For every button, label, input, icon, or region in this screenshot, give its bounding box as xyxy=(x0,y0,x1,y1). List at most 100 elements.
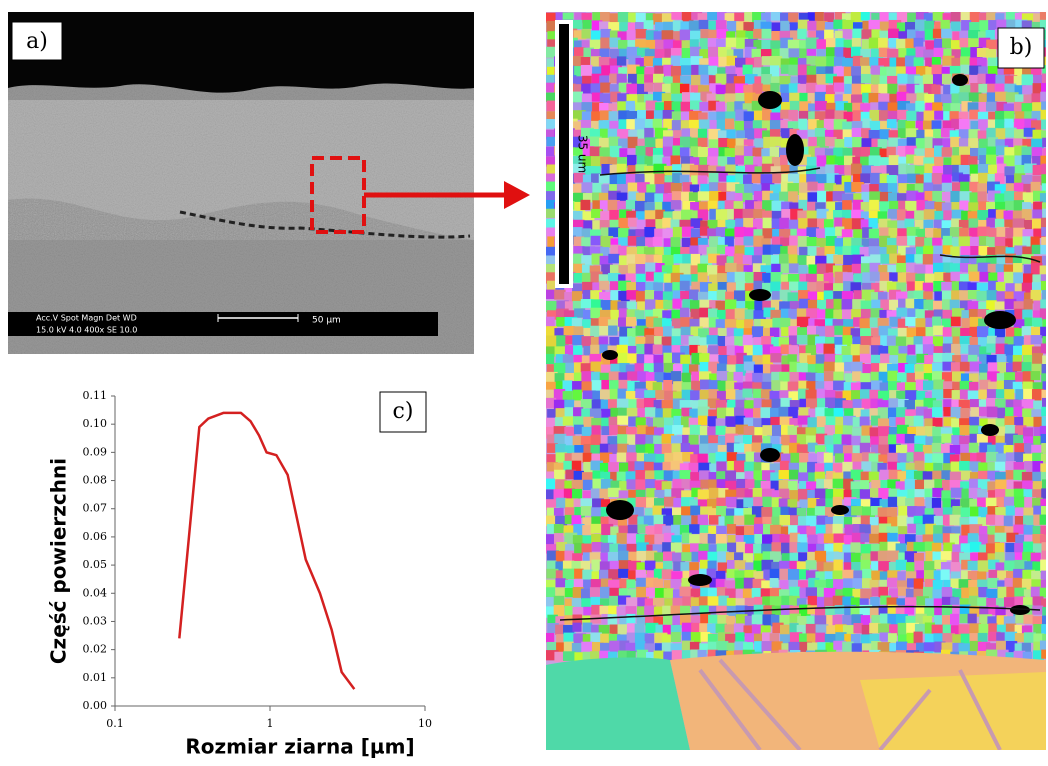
grain xyxy=(932,173,943,184)
grain xyxy=(879,12,889,22)
grain xyxy=(1004,516,1013,527)
grain xyxy=(860,417,870,427)
grain xyxy=(709,57,719,67)
grain xyxy=(797,29,806,39)
grain xyxy=(878,551,887,561)
grain xyxy=(833,479,844,489)
grain xyxy=(547,101,556,112)
grain xyxy=(815,633,825,644)
grain xyxy=(618,389,627,399)
grain xyxy=(546,534,556,544)
grain xyxy=(582,20,591,29)
grain xyxy=(545,354,554,364)
grain xyxy=(807,202,816,211)
grain xyxy=(1024,299,1033,311)
grain xyxy=(645,479,655,488)
grain xyxy=(959,119,969,131)
grain xyxy=(887,578,897,588)
grain xyxy=(842,335,852,346)
grain xyxy=(898,526,907,535)
grain xyxy=(681,479,690,489)
grain xyxy=(915,506,925,516)
grain xyxy=(663,119,673,129)
grain xyxy=(1040,588,1048,598)
grain xyxy=(806,560,817,569)
grain xyxy=(680,30,691,41)
grain xyxy=(636,570,646,579)
grain xyxy=(617,353,628,364)
grain xyxy=(951,40,961,50)
grain xyxy=(690,425,701,435)
grain xyxy=(1004,389,1014,399)
grain xyxy=(600,83,610,93)
grain xyxy=(880,354,890,364)
grain xyxy=(995,237,1007,247)
grain xyxy=(898,587,907,596)
grain xyxy=(627,353,637,363)
grain xyxy=(932,407,942,417)
grain xyxy=(950,515,961,526)
grain xyxy=(932,625,944,634)
grain xyxy=(627,533,637,545)
grain xyxy=(599,147,610,156)
grain xyxy=(635,479,645,490)
grain xyxy=(726,616,735,626)
grain xyxy=(808,218,818,228)
grain xyxy=(1023,615,1033,624)
grain xyxy=(635,470,645,480)
grain xyxy=(851,344,861,356)
grain xyxy=(1040,641,1048,652)
grain xyxy=(950,137,960,148)
grain xyxy=(617,173,627,185)
grain xyxy=(581,200,591,210)
grain xyxy=(565,363,574,375)
grain xyxy=(698,191,710,200)
pore xyxy=(831,505,849,515)
grain xyxy=(716,461,726,471)
grain xyxy=(968,202,978,211)
grain xyxy=(806,83,817,93)
grain xyxy=(861,74,872,83)
grain xyxy=(726,38,737,48)
grain xyxy=(932,317,941,328)
grain xyxy=(905,434,916,443)
grain xyxy=(878,623,890,633)
grain xyxy=(572,211,583,221)
grain xyxy=(789,263,799,273)
grain xyxy=(673,381,683,392)
grain xyxy=(708,596,719,606)
grain xyxy=(1041,119,1048,129)
grain xyxy=(762,110,772,122)
grain xyxy=(581,506,592,516)
grain xyxy=(636,274,646,284)
grain xyxy=(995,462,1005,471)
grain xyxy=(1031,335,1042,344)
grain xyxy=(726,192,735,202)
grain xyxy=(905,317,917,326)
ebsd-scale: 35 um xyxy=(576,135,590,173)
grain xyxy=(851,542,861,554)
grain xyxy=(779,254,788,265)
grain xyxy=(653,417,664,427)
grain xyxy=(869,218,878,228)
grain xyxy=(977,489,987,499)
grain xyxy=(770,578,779,587)
grain xyxy=(655,390,664,399)
grain xyxy=(572,489,582,500)
grain xyxy=(745,452,755,462)
grain xyxy=(941,29,952,38)
grain xyxy=(672,425,683,435)
grain xyxy=(662,30,674,40)
grain xyxy=(708,47,719,58)
grain xyxy=(707,335,719,344)
grain xyxy=(673,227,683,239)
grain xyxy=(933,11,944,21)
grain xyxy=(672,299,681,309)
grain xyxy=(914,632,923,644)
grain xyxy=(1042,138,1048,147)
grain xyxy=(797,542,807,552)
grain xyxy=(581,182,592,193)
grain xyxy=(762,497,771,508)
grain xyxy=(546,301,558,312)
sem-image: Acc.V Spot Magn Det WD 15.0 kV 4.0 400x … xyxy=(8,12,474,354)
